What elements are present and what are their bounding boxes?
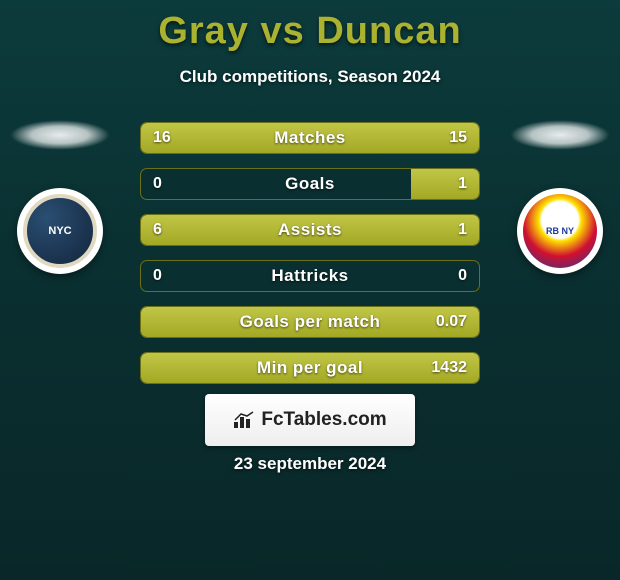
stat-label: Goals per match — [141, 307, 479, 337]
stat-value-right: 15 — [449, 123, 467, 153]
date-label: 23 september 2024 — [0, 454, 620, 474]
fctables-label: FcTables.com — [261, 409, 386, 431]
team-left-glow — [10, 120, 110, 150]
stat-label: Matches — [141, 123, 479, 153]
page-title: Gray vs Duncan — [0, 0, 620, 53]
stat-value-right: 1432 — [431, 353, 467, 383]
team-right-badge[interactable]: RB NY — [517, 188, 603, 274]
stat-row-assists: 6 Assists 1 — [140, 214, 480, 246]
stat-value-right: 0.07 — [436, 307, 467, 337]
stat-label: Assists — [141, 215, 479, 245]
team-right-column: RB NY — [510, 120, 610, 274]
subtitle: Club competitions, Season 2024 — [0, 67, 620, 87]
team-right-glow — [510, 120, 610, 150]
stat-row-matches: 16 Matches 15 — [140, 122, 480, 154]
stat-row-goals-per-match: Goals per match 0.07 — [140, 306, 480, 338]
stat-row-min-per-goal: Min per goal 1432 — [140, 352, 480, 384]
team-left-crest-icon: NYC — [23, 194, 97, 268]
stats-container: 16 Matches 15 0 Goals 1 6 Assists 1 0 Ha… — [140, 122, 480, 398]
team-right-crest-icon: RB NY — [523, 194, 597, 268]
stat-value-right: 1 — [458, 169, 467, 199]
stat-label: Hattricks — [141, 261, 479, 291]
stat-label: Goals — [141, 169, 479, 199]
team-left-badge[interactable]: NYC — [17, 188, 103, 274]
stat-label: Min per goal — [141, 353, 479, 383]
stat-row-hattricks: 0 Hattricks 0 — [140, 260, 480, 292]
stat-value-right: 0 — [458, 261, 467, 291]
bars-icon — [233, 411, 255, 429]
stat-row-goals: 0 Goals 1 — [140, 168, 480, 200]
stat-value-right: 1 — [458, 215, 467, 245]
fctables-link[interactable]: FcTables.com — [205, 394, 415, 446]
team-left-column: NYC — [10, 120, 110, 274]
